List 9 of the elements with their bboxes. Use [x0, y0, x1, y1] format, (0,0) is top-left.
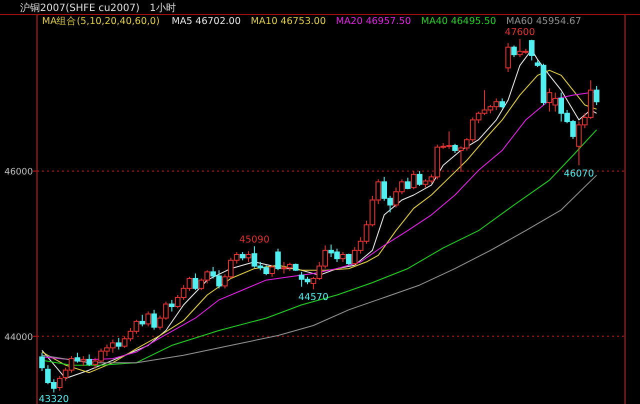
header: 沪铜2007(SHFE cu2007) 1小时	[20, 3, 176, 14]
annotation: 44570	[298, 292, 329, 304]
annotation: 46070	[564, 168, 594, 180]
y-tick-label: 44000	[4, 332, 34, 343]
y-tick-label: 46000	[4, 168, 34, 178]
annotation: 45090	[239, 234, 270, 246]
legend: MA组合(5,10,20,40,60,0) MA5 46702.00 MA10 46753.00 MA20 46957.50 MA40 46495.50 MA60 45954.67	[42, 16, 582, 27]
annotation: 43320	[38, 394, 69, 404]
annotation: 47600	[504, 26, 536, 38]
